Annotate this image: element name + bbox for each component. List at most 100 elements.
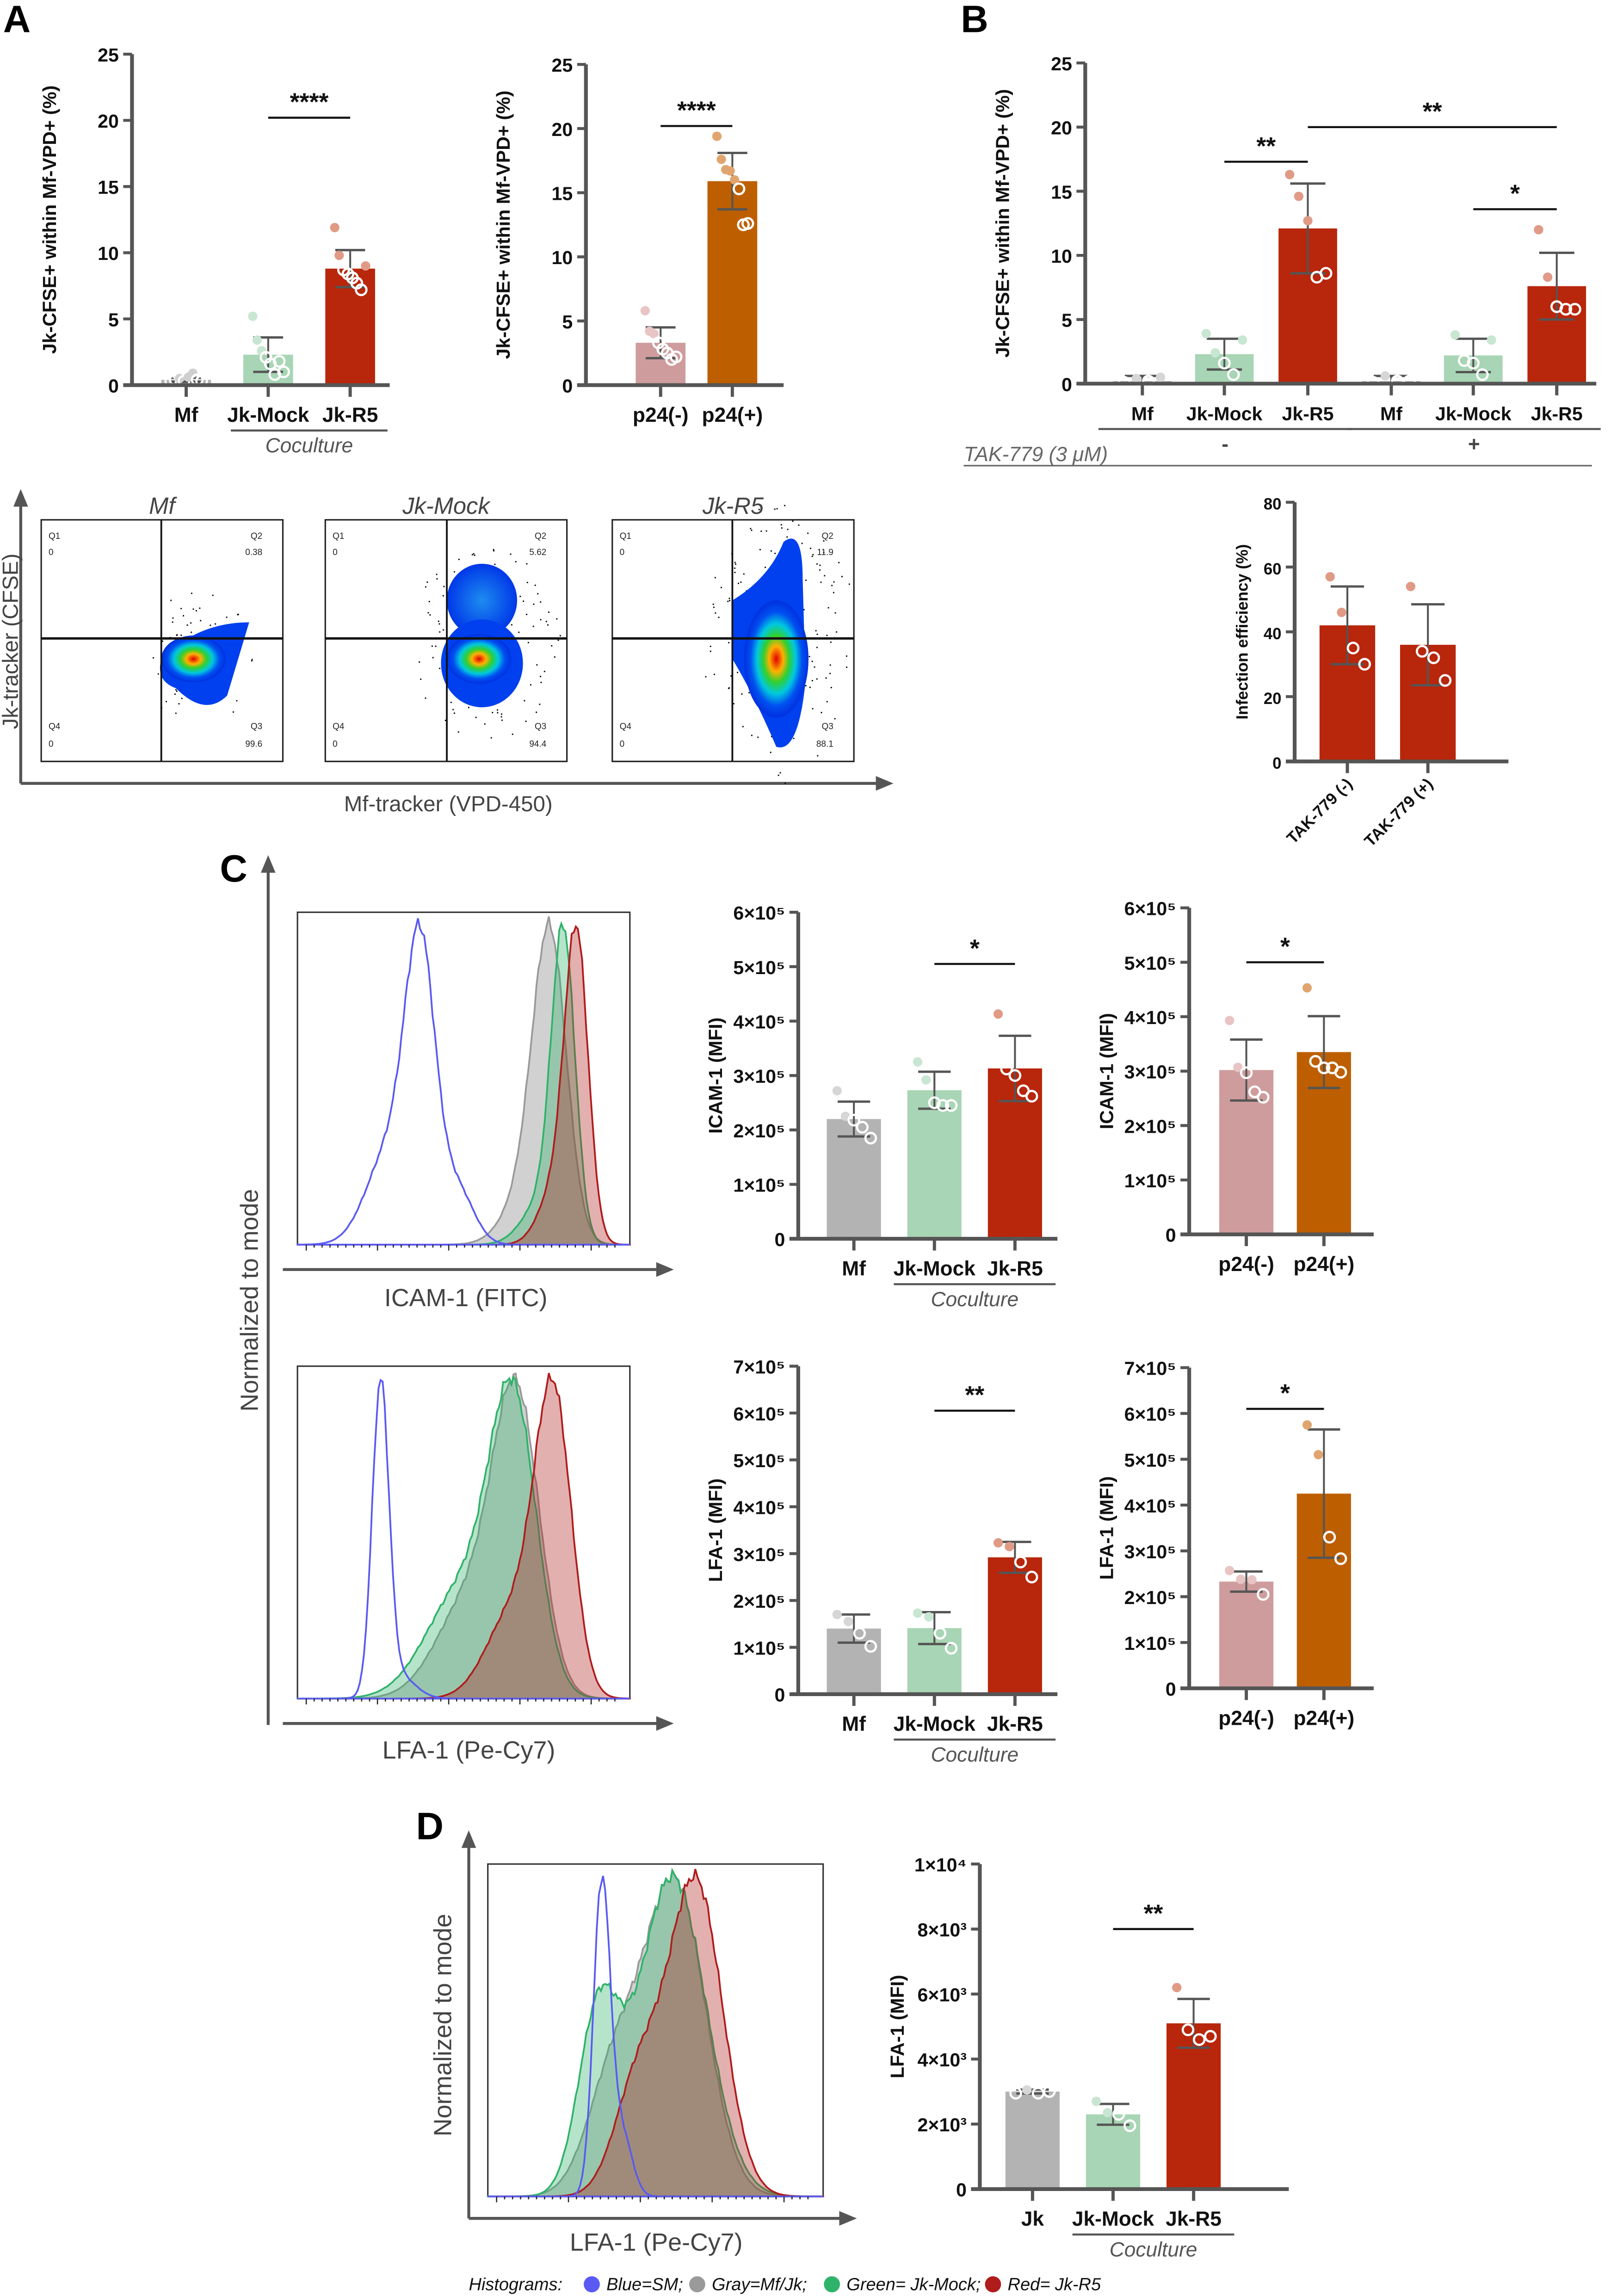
event-dot (834, 718, 836, 720)
error-bar (999, 1541, 1031, 1574)
y-tick-label: 25 (552, 55, 573, 76)
event-dot (778, 774, 779, 776)
data-point (361, 261, 370, 271)
event-dot (537, 593, 539, 595)
data-point (1450, 330, 1460, 340)
histogram-blue (297, 1378, 630, 1700)
data-point (1218, 357, 1231, 370)
group-label: Coculture (931, 1743, 1018, 1766)
event-dot (714, 577, 716, 579)
density-region (447, 563, 518, 637)
event-dot (811, 660, 813, 662)
x-tick-label: Mf (1131, 403, 1154, 425)
data-point (252, 335, 262, 345)
y-tick-label: 1×10⁵ (1124, 1633, 1176, 1654)
quadrant-q2v: 11.9 (817, 548, 833, 557)
significance-label: ** (1423, 98, 1442, 125)
histogram-frame (296, 1365, 631, 1699)
histogram-plot (296, 911, 631, 1251)
data-point (1427, 651, 1440, 664)
legend-item-label: Blue=SM; (606, 2275, 683, 2294)
y-axis-label: LFA-1 (MFI) (1096, 1476, 1117, 1580)
data-point (993, 1538, 1003, 1548)
event-dot (816, 647, 818, 648)
x-tick-label: Mf (1380, 403, 1402, 425)
x-tick-label: TAK-779 (+) (1361, 775, 1436, 850)
data-point (1559, 302, 1573, 316)
event-dot (192, 608, 194, 610)
data-point (1403, 375, 1416, 388)
event-dot (737, 672, 738, 673)
data-point (944, 1642, 958, 1655)
y-tick-label: 2×10⁵ (1124, 1587, 1176, 1608)
icam-x-label: ICAM-1 (FITC) (384, 1284, 548, 1312)
event-dot (443, 586, 445, 587)
event-dot (728, 642, 729, 643)
y-tick-label: 6×10⁵ (733, 902, 785, 924)
event-dot (180, 634, 182, 636)
error-bar (1230, 1570, 1263, 1593)
arrow-up-icon (260, 855, 276, 873)
data-point (993, 1009, 1003, 1019)
data-point (1334, 1066, 1347, 1079)
event-dot (492, 712, 494, 714)
event-dot (792, 520, 794, 522)
event-dot (742, 726, 744, 728)
event-dot (473, 553, 475, 555)
y-tick-label: 6×10⁵ (1124, 898, 1176, 920)
event-dot (827, 607, 829, 609)
data-point (832, 1610, 842, 1619)
event-dot (779, 772, 781, 774)
bar-mf (827, 1119, 881, 1239)
bar-chart-c3: 0 1×10⁵ 2×10⁵ 3×10⁵ 4×10⁵ 5×10⁵ 6×10⁵ 7×10⁵ LFA-… (705, 1357, 1058, 1766)
data-point (921, 1075, 931, 1085)
data-point (1314, 1450, 1323, 1460)
event-dot (710, 646, 711, 647)
significance-label: **** (677, 97, 716, 124)
significance-label: * (1280, 933, 1290, 961)
event-dot (729, 600, 731, 601)
data-point (272, 355, 286, 368)
event-dot (823, 540, 825, 542)
event-dot (751, 529, 753, 531)
event-dot (166, 701, 167, 703)
quadrant-q3v: 94.4 (529, 740, 546, 749)
event-dot (810, 548, 812, 549)
event-dot (816, 633, 818, 635)
quadrant-q4: Q4 (333, 722, 344, 732)
y-tick-label: 5×10⁵ (733, 957, 785, 978)
y-tick-label: 60 (1264, 560, 1282, 578)
event-dot (705, 676, 707, 678)
event-dot (738, 582, 739, 584)
flow-y-label: Jk-tracker (CFSE) (0, 554, 23, 729)
legend-item-label: Gray=Mf/Jk; (712, 2275, 807, 2294)
y-axis-label: Infection efficiency (%) (1234, 544, 1252, 719)
event-dot (748, 692, 750, 694)
y-tick-label: 10 (1051, 246, 1072, 267)
x-tick-label: Jk-R5 (987, 1257, 1043, 1280)
significance-label: ** (1144, 1900, 1163, 1927)
event-dot (816, 563, 818, 565)
event-dot (442, 595, 444, 597)
data-point (1302, 1420, 1312, 1430)
quadrant-q1: Q1 (333, 531, 344, 541)
bar-p24- (1219, 1581, 1274, 1689)
x-tick-label: Jk-Mock (894, 1257, 976, 1280)
event-dot (824, 575, 826, 577)
event-dot (838, 562, 840, 563)
data-point (1225, 1566, 1234, 1575)
y-tick-label: 10 (552, 247, 573, 268)
y-tick-label: 2×10⁵ (733, 1120, 785, 1142)
event-dot (457, 731, 459, 733)
data-point (1236, 1574, 1246, 1584)
y-tick-label: 4×10⁵ (733, 1011, 785, 1032)
event-dot (559, 635, 561, 636)
event-dot (436, 578, 438, 580)
y-tick-label: 5×10⁵ (1124, 1450, 1176, 1471)
histogram-plot (487, 1863, 824, 2203)
data-point (847, 1114, 860, 1127)
event-dot (807, 532, 809, 534)
event-dot (540, 676, 541, 678)
event-dot (786, 536, 788, 538)
bar-p24- (707, 181, 758, 385)
